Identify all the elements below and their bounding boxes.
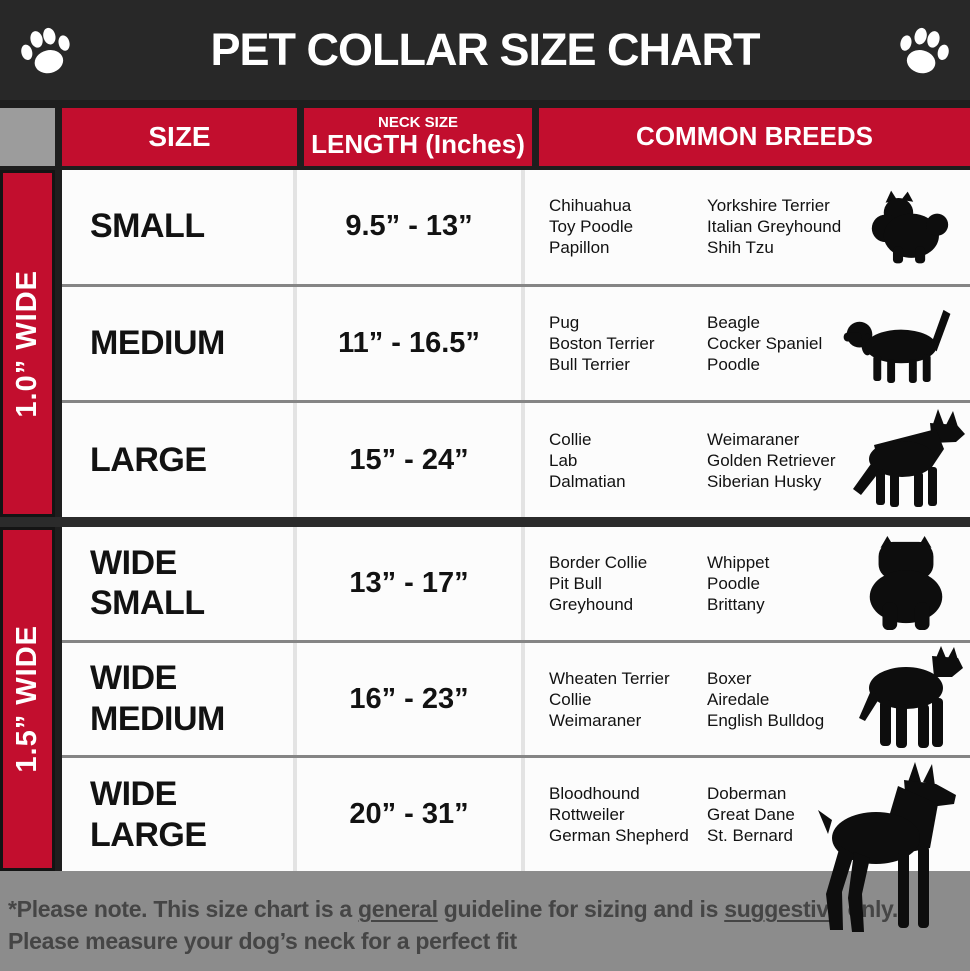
common-breeds-cell: Collie Lab Dalmatian Weimaraner Golden R… [525,403,970,517]
pitbull-dog-silhouette-icon [859,646,963,748]
underlined-word-general: general [358,896,438,922]
common-breeds-cell: Wheaten Terrier Collie Weimaraner Boxer … [525,643,970,756]
breed-list-a: Chihuahua Toy Poodle Papillon [549,196,634,258]
size-name-cell: WIDE SMALL [62,527,297,640]
size-name-cell: WIDE LARGE [62,758,297,872]
doberman-dog-silhouette-icon [818,762,956,933]
paw-print-icon [16,20,76,80]
size-name-cell: SMALL [62,170,297,284]
collar-group-1-inch: 1.0” WIDE SMALL 9.5” - 13” Chihuahua Toy… [0,170,970,518]
breed-list-a: Wheaten Terrier Collie Weimaraner [549,668,670,730]
row-divider [62,639,970,643]
group-width-label-1.0: 1.0” WIDE [0,170,55,517]
neck-length-value: 11” - 16.5” [297,286,525,401]
bulldog-dog-silhouette-icon [869,536,943,631]
neck-length-value: 9.5” - 13” [297,170,525,284]
neck-length-value: 13” - 17” [297,527,525,640]
breed-list-b: Yorkshire Terrier Italian Greyhound Shih… [707,196,842,258]
row-divider [62,283,970,287]
collar-group-1.5-inch: 1.5” WIDE WIDE SMALL 13” - 17” Border Co… [0,527,970,933]
table-header-row: SIZE NECK SIZE LENGTH (Inches) COMMON BR… [0,100,970,170]
neck-length-value: 15” - 24” [297,403,525,518]
paw-print-icon [894,20,954,80]
breed-list-b: Doberman Great Dane St. Bernard [707,784,795,846]
length-label: LENGTH (Inches) [311,129,525,160]
common-breeds-cell: Chihuahua Toy Poodle Papillon Yorkshire … [525,170,970,284]
size-row-small: SMALL 9.5” - 13” Chihuahua Toy Poodle Pa… [62,170,970,284]
common-breeds-cell: Pug Boston Terrier Bull Terrier Beagle C… [525,287,970,401]
beagle-dog-silhouette-icon [843,309,951,383]
breed-list-b: Beagle Cocker Spaniel Poodle [707,313,823,374]
header-corner-cell [0,108,55,166]
column-header-length: NECK SIZE LENGTH (Inches) [304,108,532,166]
title-banner: PET COLLAR SIZE CHART [0,0,970,100]
row-divider [62,755,970,759]
group-divider [0,517,970,527]
underlined-word-suggestive: suggestive [724,896,842,922]
size-name-cell: LARGE [62,403,297,518]
breed-list-b: Weimaraner Golden Retriever Siberian Hus… [707,429,836,491]
neck-length-value: 20” - 31” [297,758,525,872]
group-width-label-1.5: 1.5” WIDE [0,527,55,871]
common-breeds-cell: Border Collie Pit Bull Greyhound Whippet… [525,527,970,640]
column-header-breeds: COMMON BREEDS [539,108,970,166]
pomeranian-dog-silhouette-icon [871,190,949,264]
column-header-size: SIZE [62,108,297,166]
footer-note-line2: Please measure your dog’s neck for a per… [8,928,517,954]
size-row-wide-small: WIDE SMALL 13” - 17” Border Collie Pit B… [62,527,970,640]
breed-list-a: Pug Boston Terrier Bull Terrier [549,313,655,374]
footer-note: *Please note. This size chart is a gener… [0,871,970,971]
size-row-large: LARGE 15” - 24” Collie Lab Dalmatian Wei… [62,403,970,518]
size-row-medium: MEDIUM 11” - 16.5” Pug Boston Terrier Bu… [62,286,970,401]
breed-list-a: Collie Lab Dalmatian [549,429,626,491]
size-name-cell: WIDE MEDIUM [62,642,297,756]
breed-list-a: Border Collie Pit Bull Greyhound [549,552,648,614]
breed-list-b: Whippet Poodle Brittany [707,552,770,614]
size-row-wide-medium: WIDE MEDIUM 16” - 23” Wheaten Terrier Co… [62,642,970,756]
size-name-cell: MEDIUM [62,286,297,401]
size-row-wide-large: WIDE LARGE 20” - 31” Bloodhound Rottweil… [62,758,970,933]
neck-size-sublabel: NECK SIZE [377,114,458,132]
breed-list-a: Bloodhound Rottweiler German Shepherd [549,784,689,846]
common-breeds-cell: Bloodhound Rottweiler German Shepherd Do… [525,758,970,933]
shepherd-dog-silhouette-icon [853,409,965,508]
row-divider [62,400,970,404]
neck-length-value: 16” - 23” [297,642,525,756]
breed-list-b: Boxer Airedale English Bulldog [707,668,825,730]
page-title: PET COLLAR SIZE CHART [210,24,761,75]
